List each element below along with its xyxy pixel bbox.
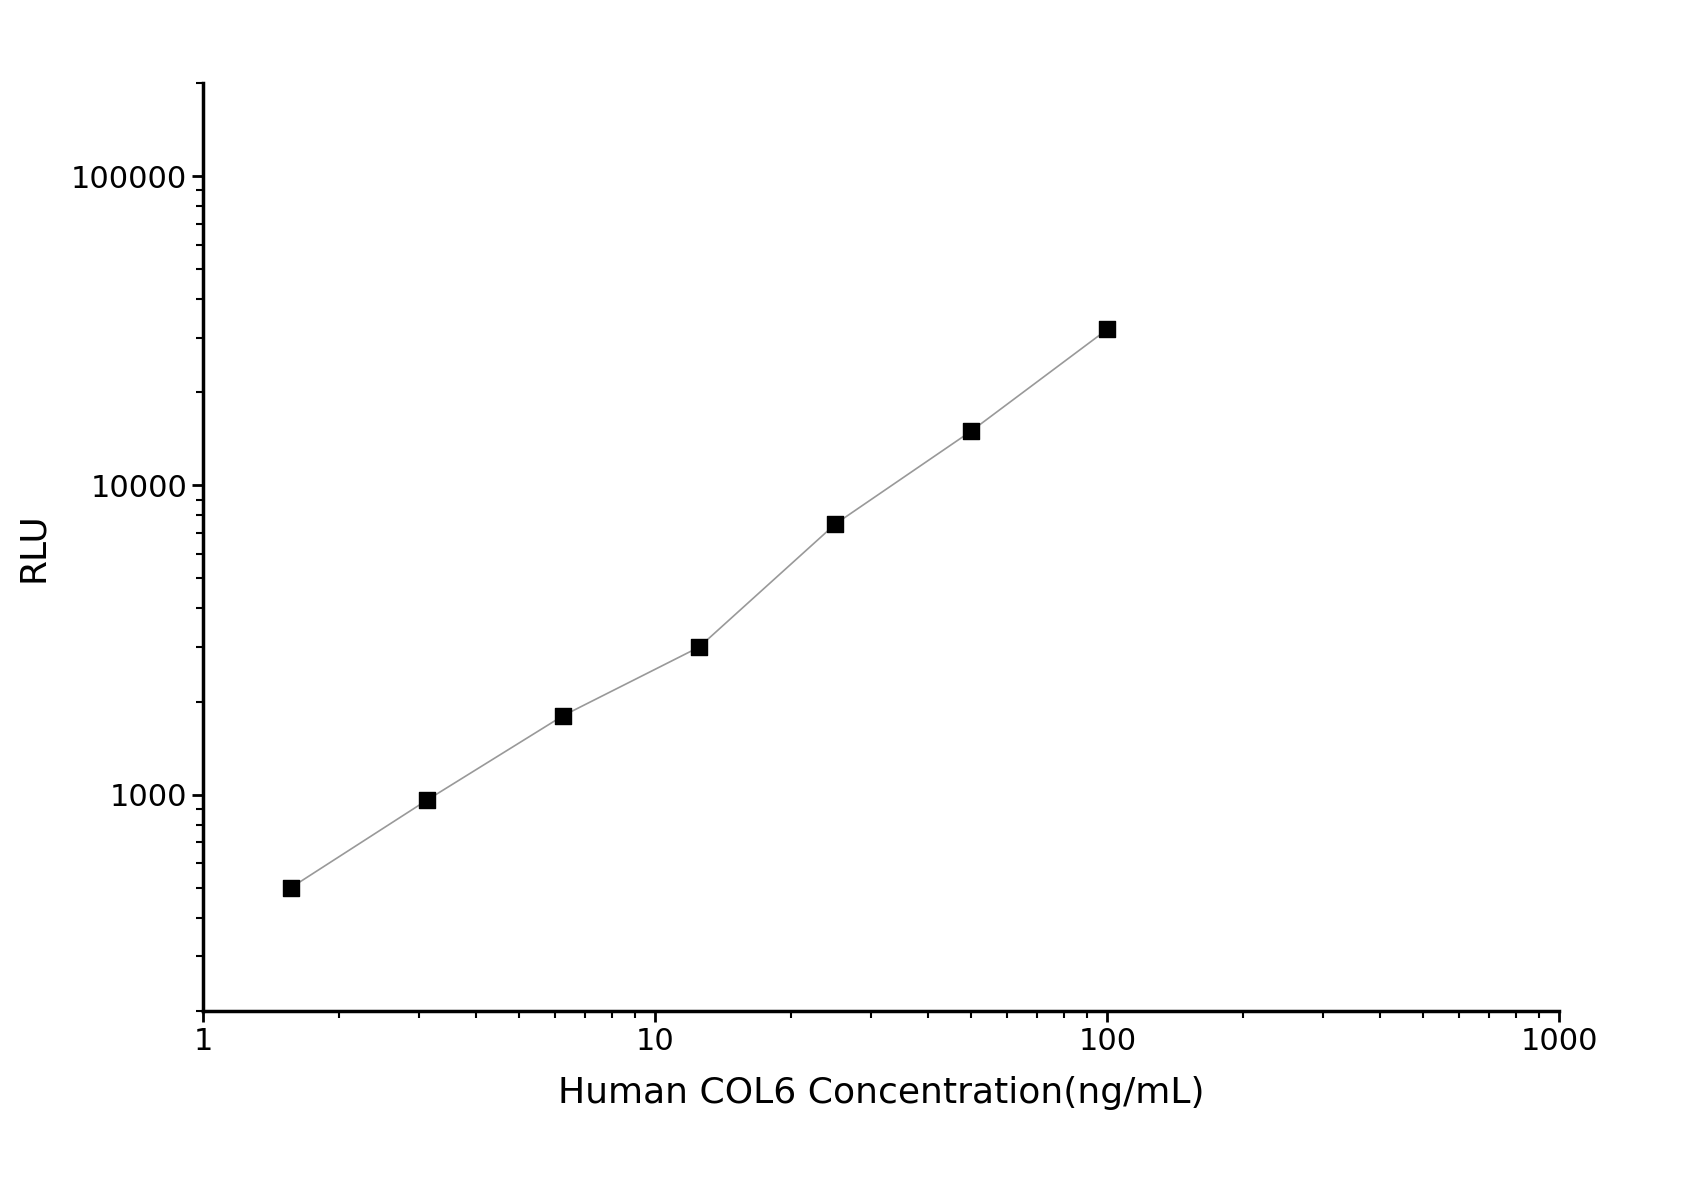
Point [278,879,305,898]
Point [958,421,985,440]
Point [414,791,441,810]
Y-axis label: RLU: RLU [17,512,51,581]
Point [1093,320,1120,339]
Point [686,637,714,656]
Point [549,706,576,725]
X-axis label: Human COL6 Concentration(ng/mL): Human COL6 Concentration(ng/mL) [558,1076,1205,1111]
Point [822,515,849,534]
